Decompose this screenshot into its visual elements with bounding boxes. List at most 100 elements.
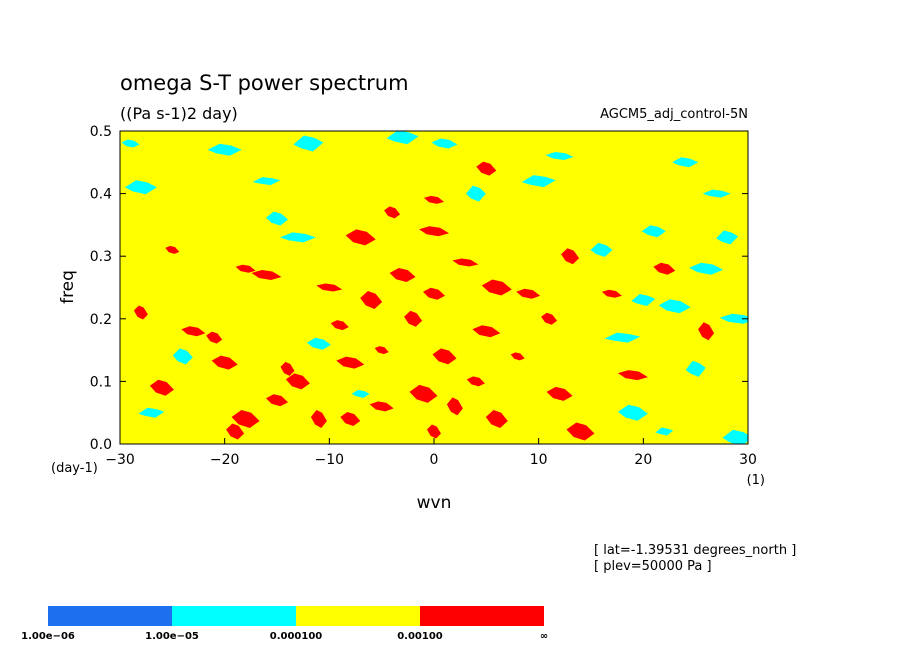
red-contour-region bbox=[485, 410, 508, 428]
y-tick-label: 0.1 bbox=[90, 374, 112, 390]
y-axis: 0.0 0.1 0.2 0.3 0.4 0.5 bbox=[90, 124, 748, 453]
cyan-contour-region bbox=[293, 135, 324, 152]
red-contour-region bbox=[285, 373, 310, 390]
red-contour-region bbox=[280, 361, 295, 376]
red-contour-region bbox=[446, 397, 463, 416]
red-contour-region bbox=[424, 195, 444, 204]
red-contour-region bbox=[340, 412, 361, 426]
cyan-contour-region bbox=[465, 185, 486, 202]
y-tick-label: 0.3 bbox=[90, 249, 112, 265]
plot-area bbox=[119, 130, 749, 445]
red-contour-region bbox=[653, 262, 676, 275]
cyan-contour-region bbox=[521, 175, 556, 188]
red-contour-region bbox=[235, 264, 256, 273]
red-contour-region bbox=[546, 386, 573, 401]
red-contour-region bbox=[374, 346, 389, 355]
x-axis-label: wvn bbox=[417, 493, 452, 513]
red-contour-region bbox=[133, 305, 148, 320]
cyan-contour-region bbox=[431, 138, 458, 149]
cyan-contour-region bbox=[121, 139, 140, 148]
colorbar-swatch bbox=[420, 606, 544, 626]
latitude-info: [ lat=-1.39531 degrees_north ] bbox=[594, 543, 796, 558]
y-tick-label: 0.2 bbox=[90, 312, 112, 328]
cyan-contour-region bbox=[172, 348, 193, 365]
red-contour-region bbox=[330, 320, 349, 331]
y-unit-label: (day-1) bbox=[51, 461, 98, 476]
cyan-contour-region bbox=[658, 299, 691, 314]
red-contour-region bbox=[251, 270, 282, 280]
colorbar-label: 1.00e−06 bbox=[21, 631, 75, 642]
y-tick-label: 0.4 bbox=[90, 187, 112, 203]
red-contour-region bbox=[419, 226, 449, 237]
red-contour-region bbox=[617, 370, 648, 381]
cyan-contour-region bbox=[655, 427, 674, 436]
red-contour-region bbox=[601, 289, 622, 298]
red-contour-region bbox=[476, 161, 497, 176]
red-contour-region bbox=[226, 423, 245, 440]
red-contour-region bbox=[389, 268, 416, 282]
red-contour-region bbox=[369, 401, 394, 412]
colorbar: 1.00e−06 1.00e−05 0.000100 0.00100 ∞ bbox=[21, 606, 548, 642]
x-unit-label: (1) bbox=[747, 473, 765, 488]
cyan-contour-region bbox=[138, 407, 165, 418]
cyan-contour-region bbox=[590, 242, 613, 257]
red-contour-region bbox=[231, 410, 260, 428]
colorbar-label: 0.00100 bbox=[397, 631, 443, 642]
red-contour-region bbox=[481, 279, 512, 296]
red-contour-region bbox=[181, 326, 206, 337]
cyan-contour-region bbox=[279, 232, 316, 243]
cyan-contour-region bbox=[306, 337, 331, 350]
plot-background bbox=[120, 131, 748, 444]
cyan-contour-region bbox=[351, 389, 370, 398]
chart-title: omega S-T power spectrum bbox=[120, 71, 409, 95]
red-contour-region bbox=[472, 325, 501, 338]
red-contour-region bbox=[206, 331, 223, 344]
dataset-label: AGCM5_adj_control-5N bbox=[600, 107, 748, 122]
red-contour-region bbox=[384, 206, 401, 219]
red-contour-region bbox=[316, 283, 343, 292]
red-contour-region bbox=[336, 356, 365, 369]
red-contour-region bbox=[698, 322, 715, 341]
cyan-contour-region bbox=[266, 211, 288, 226]
cyan-contour-region bbox=[545, 152, 574, 160]
colorbar-swatch bbox=[48, 606, 172, 626]
red-contour-region bbox=[404, 310, 423, 327]
pressure-level-info: [ plev=50000 Pa ] bbox=[594, 559, 712, 574]
red-contour-region bbox=[409, 384, 438, 403]
colorbar-label: ∞ bbox=[540, 631, 548, 642]
red-contour-region bbox=[432, 348, 457, 365]
colorbar-swatch bbox=[296, 606, 420, 626]
y-tick-label: 0.5 bbox=[90, 124, 112, 140]
x-axis: −30 −20 −10 0 10 20 30 bbox=[105, 438, 757, 468]
cyan-contour-region bbox=[124, 180, 157, 195]
colorbar-label: 1.00e−05 bbox=[145, 631, 199, 642]
red-contour-region bbox=[149, 379, 174, 396]
y-tick-label: 0.0 bbox=[90, 437, 112, 453]
cyan-contour-region bbox=[722, 429, 748, 444]
cyan-contour-region bbox=[719, 313, 748, 324]
red-contour-region bbox=[345, 229, 376, 246]
x-tick-label: 30 bbox=[739, 452, 757, 468]
x-tick-label: 20 bbox=[634, 452, 652, 468]
red-contour-region bbox=[427, 424, 441, 439]
cyan-contour-region bbox=[631, 294, 656, 306]
chart-subtitle: ((Pa s-1)2 day) bbox=[120, 104, 238, 123]
cyan-contour-region bbox=[252, 177, 281, 186]
red-contour-layer bbox=[133, 161, 715, 441]
x-tick-label: −20 bbox=[210, 452, 240, 468]
red-contour-region bbox=[541, 312, 558, 325]
cyan-contour-region bbox=[672, 157, 699, 168]
red-contour-region bbox=[165, 245, 180, 254]
x-tick-label: −10 bbox=[315, 452, 345, 468]
cyan-contour-region bbox=[689, 262, 724, 275]
colorbar-swatch bbox=[172, 606, 296, 626]
red-contour-region bbox=[516, 288, 541, 299]
cyan-contour-layer bbox=[121, 131, 748, 444]
red-contour-region bbox=[466, 376, 485, 387]
red-contour-region bbox=[360, 291, 383, 309]
red-contour-region bbox=[423, 287, 445, 300]
cyan-contour-region bbox=[685, 360, 706, 377]
x-tick-label: −30 bbox=[105, 452, 135, 468]
red-contour-region bbox=[310, 410, 327, 428]
